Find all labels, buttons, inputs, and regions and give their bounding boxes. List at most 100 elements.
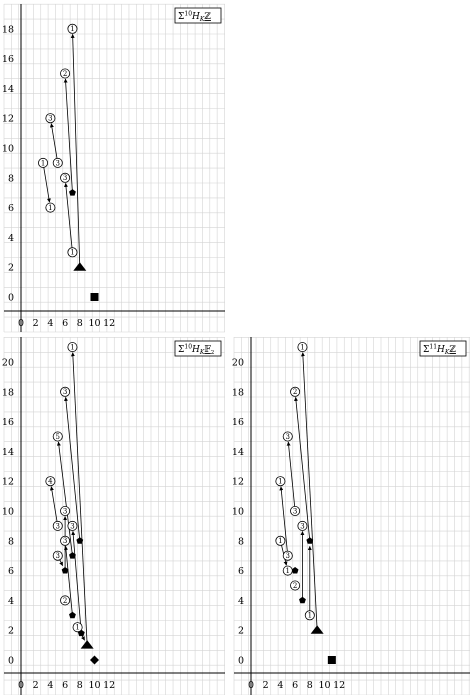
x-tick-label: 4 <box>47 680 53 691</box>
node-label: 3 <box>63 537 67 545</box>
pentagon-marker <box>306 537 314 544</box>
x-tick-label: 2 <box>263 680 269 691</box>
circled-node: 4 <box>45 476 56 487</box>
pentagon-marker <box>76 537 84 544</box>
x-tick-label: 12 <box>103 680 115 691</box>
x-tick-label: 2 <box>33 318 39 329</box>
differential-arrow <box>42 162 51 203</box>
circled-node: 2 <box>290 386 301 397</box>
y-tick-label: 6 <box>8 203 14 214</box>
y-tick-label: 2 <box>238 626 244 637</box>
node-label: 1 <box>75 624 79 632</box>
y-tick-label: 6 <box>8 566 14 577</box>
y-tick-label: 16 <box>232 417 244 428</box>
differential-arrow <box>71 531 82 634</box>
node-label: 1 <box>70 25 74 33</box>
circled-node: 1 <box>72 622 83 633</box>
pentagon-marker <box>69 189 76 196</box>
y-tick-label: 14 <box>2 447 14 458</box>
node-label: 3 <box>63 388 67 396</box>
circled-node: 2 <box>60 595 71 606</box>
node-label: 3 <box>70 522 74 530</box>
x-tick-label: 4 <box>277 680 283 691</box>
panel-sigma11-hk-z: 0 2 4 6 8 10 120246810121416182012313313121Σ11… <box>232 337 470 695</box>
pentagon-marker <box>69 611 76 619</box>
panel-title: Σ10HK𝔽2 <box>174 340 222 357</box>
differential-arrow <box>300 352 318 631</box>
node-label: 2 <box>63 597 67 605</box>
circled-node: 3 <box>45 113 56 124</box>
node-label: 1 <box>41 159 45 167</box>
y-tick-label: 12 <box>2 477 14 488</box>
differential-arrow <box>64 396 81 541</box>
differential-arrow <box>56 441 73 556</box>
circled-node: 3 <box>60 386 71 397</box>
circled-node: 2 <box>290 580 301 591</box>
node-label: 1 <box>70 344 74 352</box>
x-tick-label: 6 <box>62 318 68 329</box>
y-tick-label: 14 <box>232 447 244 458</box>
node-label: 2 <box>293 582 297 590</box>
circled-node: 1 <box>275 535 286 546</box>
svg-text:Σ10HKℤ: Σ10HKℤ <box>178 11 211 24</box>
square-marker <box>90 293 99 301</box>
differential-arrow <box>294 396 311 541</box>
y-tick-label: 18 <box>232 387 244 398</box>
x-tick-label: 6 <box>292 680 298 691</box>
circled-node: 3 <box>290 505 301 516</box>
x-tick-label: 0 <box>18 680 24 691</box>
differential-arrow <box>279 486 289 556</box>
grid <box>3 337 225 695</box>
circled-node: 1 <box>297 342 308 353</box>
x-tick-label: 12 <box>333 680 345 691</box>
node-label: 3 <box>56 159 60 167</box>
y-tick-label: 20 <box>2 358 14 369</box>
y-tick-label: 4 <box>8 596 14 607</box>
node-label: 3 <box>63 507 67 515</box>
y-tick-label: 16 <box>2 54 14 65</box>
x-tick-label: 0 <box>18 318 24 329</box>
y-tick-label: 2 <box>8 626 14 637</box>
y-tick-label: 16 <box>2 417 14 428</box>
node-label: 2 <box>293 388 297 396</box>
differential-arrow <box>286 441 296 512</box>
circled-node: 3 <box>60 505 71 516</box>
x-tick-label: 10 <box>88 680 100 691</box>
x-tick-label: 10 <box>88 318 100 329</box>
y-tick-label: 10 <box>2 507 14 518</box>
circled-node: 1 <box>45 202 56 213</box>
differential-arrow <box>63 78 73 193</box>
x-tick-label: 8 <box>77 318 83 329</box>
y-tick-label: 6 <box>238 566 244 577</box>
differential-arrow <box>64 182 73 253</box>
circled-node: 1 <box>67 247 78 258</box>
x-tick-label: 6 <box>62 680 68 691</box>
differential-arrow <box>70 352 88 646</box>
panel-title: Σ11HKℤ <box>419 340 467 357</box>
x-tick-label: 8 <box>77 680 83 691</box>
x-tick-label: 10 <box>318 680 330 691</box>
circled-node: 3 <box>282 431 293 442</box>
y-tick-label: 0 <box>238 656 244 667</box>
grid <box>233 337 470 695</box>
node-label: 3 <box>286 433 290 441</box>
node-label: 5 <box>56 433 60 441</box>
node-label: 3 <box>286 552 290 560</box>
pentagon-marker <box>299 596 306 604</box>
node-label: 1 <box>300 344 304 352</box>
pentagon-marker <box>69 552 76 559</box>
y-tick-label: 0 <box>8 293 14 304</box>
node-label: 1 <box>70 249 74 257</box>
y-tick-label: 18 <box>2 387 14 398</box>
circled-node: 5 <box>52 431 63 442</box>
differential-arrow <box>49 123 59 163</box>
node-label: 1 <box>308 612 312 620</box>
svg-text:Σ11HKℤ: Σ11HKℤ <box>423 344 456 357</box>
circled-node: 3 <box>60 172 71 183</box>
triangle-marker <box>80 640 94 649</box>
node-label: 3 <box>48 115 52 123</box>
node-label: 3 <box>293 507 297 515</box>
